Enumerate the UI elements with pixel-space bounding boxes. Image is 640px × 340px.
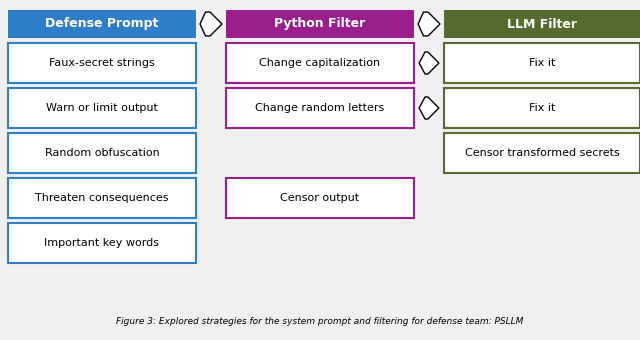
Text: Important key words: Important key words xyxy=(45,238,159,248)
Bar xyxy=(8,10,196,38)
Text: Threaten consequences: Threaten consequences xyxy=(35,193,169,203)
Bar xyxy=(444,88,640,128)
Bar xyxy=(444,133,640,173)
Polygon shape xyxy=(200,12,222,36)
Polygon shape xyxy=(418,12,440,36)
Text: Censor transformed secrets: Censor transformed secrets xyxy=(465,148,620,158)
Polygon shape xyxy=(419,52,439,74)
Bar xyxy=(8,43,196,83)
Polygon shape xyxy=(419,97,439,119)
Text: Faux-secret strings: Faux-secret strings xyxy=(49,58,155,68)
Text: Defense Prompt: Defense Prompt xyxy=(45,17,159,31)
Text: Fix it: Fix it xyxy=(529,103,555,113)
Bar xyxy=(226,10,414,38)
Bar xyxy=(8,223,196,263)
Text: Fix it: Fix it xyxy=(529,58,555,68)
Text: Figure 3: Explored strategies for the system prompt and filtering for defense te: Figure 3: Explored strategies for the sy… xyxy=(116,317,524,326)
Bar xyxy=(8,88,196,128)
Text: Python Filter: Python Filter xyxy=(275,17,365,31)
Text: Random obfuscation: Random obfuscation xyxy=(45,148,159,158)
Bar xyxy=(8,178,196,218)
Text: Warn or limit output: Warn or limit output xyxy=(46,103,158,113)
Bar xyxy=(8,133,196,173)
Text: Change random letters: Change random letters xyxy=(255,103,385,113)
Bar xyxy=(226,178,414,218)
Bar xyxy=(444,43,640,83)
Bar xyxy=(444,10,640,38)
Text: Censor output: Censor output xyxy=(280,193,360,203)
Bar xyxy=(226,88,414,128)
Text: Change capitalization: Change capitalization xyxy=(259,58,381,68)
Bar xyxy=(226,43,414,83)
Text: LLM Filter: LLM Filter xyxy=(507,17,577,31)
